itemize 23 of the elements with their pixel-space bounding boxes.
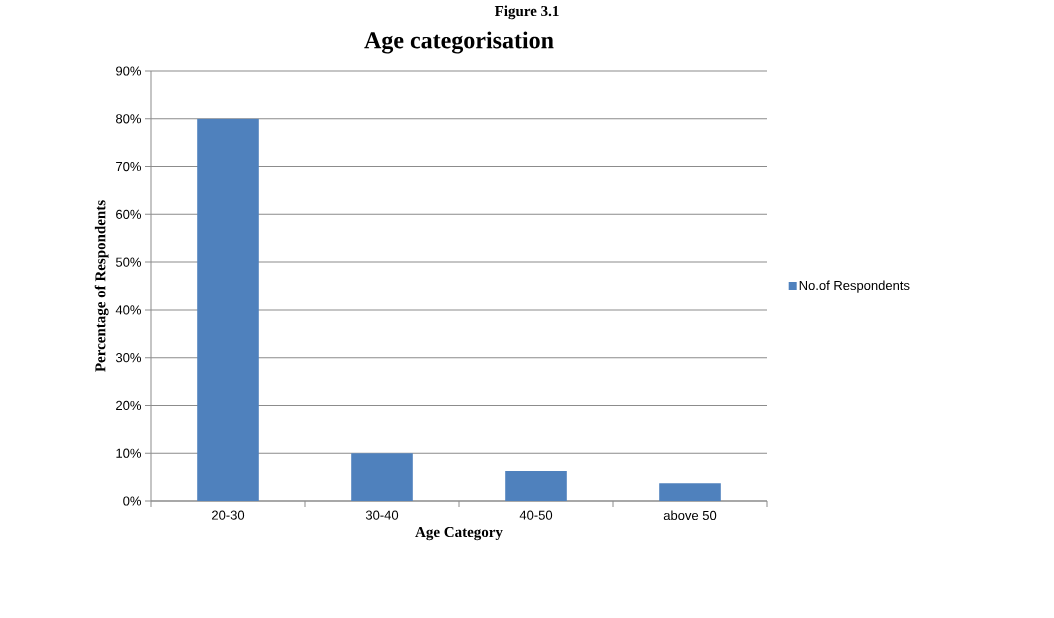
y-tick-label: 40%: [115, 305, 142, 315]
x-tick-label: 40-50: [519, 510, 553, 520]
y-tick-label: 30%: [115, 353, 142, 363]
bar: [351, 453, 413, 501]
bar: [197, 118, 259, 501]
y-tick-label: 50%: [115, 257, 142, 267]
legend-label: No.of Respondents: [799, 280, 910, 293]
y-tick-label: 70%: [116, 161, 142, 172]
bar: [505, 470, 567, 501]
y-tick-label: 0%: [123, 496, 142, 506]
y-tick-label: 10%: [116, 448, 142, 458]
x-tick-label: 20-30: [212, 510, 245, 520]
y-tick-label: 80%: [116, 114, 142, 124]
y-axis-title: Percentage of Respondents: [94, 200, 109, 372]
caption: Figure 3.1: [494, 5, 559, 20]
x-tick-label: 30-40: [365, 510, 399, 520]
y-tick-label: 60%: [116, 209, 142, 219]
y-tick-label: 90%: [116, 66, 142, 76]
x-tick-label: above 50: [663, 510, 717, 521]
y-tick-label: 20%: [116, 400, 142, 411]
chart-title: Age categorisation: [364, 31, 554, 54]
x-axis-title: Age Category: [415, 526, 503, 541]
bar: [659, 483, 721, 501]
